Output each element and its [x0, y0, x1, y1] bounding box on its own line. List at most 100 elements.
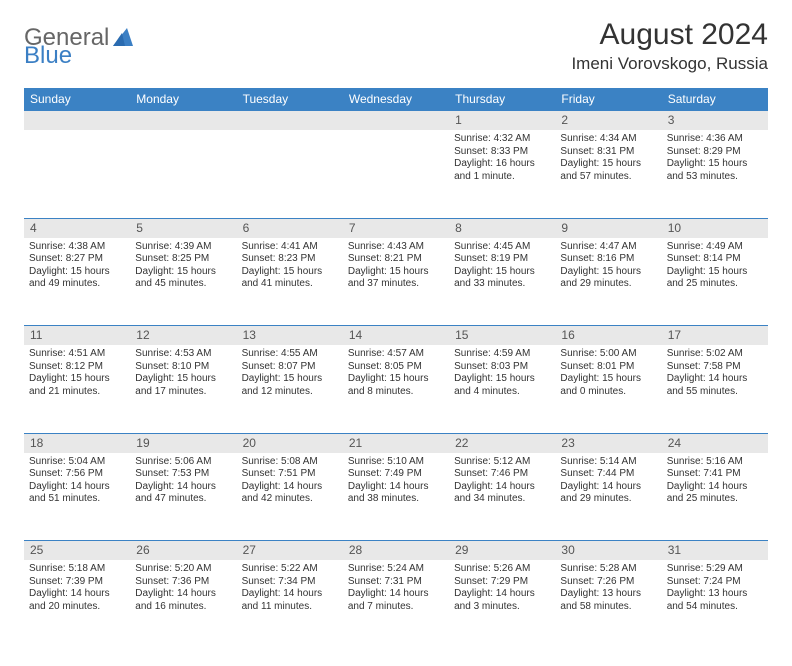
daylight-text: Daylight: 15 hours and 0 minutes. [560, 373, 656, 398]
day-number: 1 [449, 111, 555, 131]
daylight-text: Daylight: 16 hours and 1 minute. [454, 158, 550, 183]
day-cell [130, 130, 236, 218]
weekday-header: Saturday [662, 88, 768, 111]
day-number: 18 [24, 433, 130, 453]
day-number-row: 123 [24, 111, 768, 131]
sunrise-text: Sunrise: 4:34 AM [560, 133, 656, 146]
day-cell: Sunrise: 5:22 AMSunset: 7:34 PMDaylight:… [237, 560, 343, 648]
day-number: 28 [343, 541, 449, 561]
sunrise-text: Sunrise: 4:32 AM [454, 133, 550, 146]
sunrise-text: Sunrise: 5:00 AM [560, 348, 656, 361]
day-cell: Sunrise: 5:20 AMSunset: 7:36 PMDaylight:… [130, 560, 236, 648]
daylight-text: Daylight: 15 hours and 25 minutes. [667, 266, 763, 291]
day-number: 17 [662, 326, 768, 346]
sunrise-text: Sunrise: 5:04 AM [29, 456, 125, 469]
day-number: 10 [662, 218, 768, 238]
day-number: 20 [237, 433, 343, 453]
daylight-text: Daylight: 15 hours and 17 minutes. [135, 373, 231, 398]
day-number: 24 [662, 433, 768, 453]
day-cell: Sunrise: 5:00 AMSunset: 8:01 PMDaylight:… [555, 345, 661, 433]
daylight-text: Daylight: 14 hours and 55 minutes. [667, 373, 763, 398]
day-cell: Sunrise: 5:10 AMSunset: 7:49 PMDaylight:… [343, 453, 449, 541]
day-number: 27 [237, 541, 343, 561]
daylight-text: Daylight: 13 hours and 58 minutes. [560, 588, 656, 613]
sunset-text: Sunset: 8:01 PM [560, 361, 656, 374]
day-number: 15 [449, 326, 555, 346]
day-number: 4 [24, 218, 130, 238]
weekday-header-row: SundayMondayTuesdayWednesdayThursdayFrid… [24, 88, 768, 111]
day-cell: Sunrise: 4:51 AMSunset: 8:12 PMDaylight:… [24, 345, 130, 433]
sunset-text: Sunset: 8:29 PM [667, 146, 763, 159]
day-cell: Sunrise: 4:49 AMSunset: 8:14 PMDaylight:… [662, 238, 768, 326]
sunset-text: Sunset: 7:24 PM [667, 576, 763, 589]
day-detail-row: Sunrise: 4:38 AMSunset: 8:27 PM Daylight:… [24, 238, 768, 326]
sunrise-text: Sunrise: 4:59 AM [454, 348, 550, 361]
sunrise-text: Sunrise: 4:57 AM [348, 348, 444, 361]
day-cell: Sunrise: 4:53 AMSunset: 8:10 PMDaylight:… [130, 345, 236, 433]
sunset-text: Sunset: 8:33 PM [454, 146, 550, 159]
sunrise-text: Sunrise: 5:24 AM [348, 563, 444, 576]
day-number-row: 18192021222324 [24, 433, 768, 453]
day-cell: Sunrise: 4:47 AMSunset: 8:16 PMDaylight:… [555, 238, 661, 326]
sunset-text: Sunset: 8:19 PM [454, 253, 550, 266]
sunset-text: Sunset: 7:46 PM [454, 468, 550, 481]
sunrise-text: Sunrise: 4:38 AM [29, 241, 125, 254]
sunrise-text: Sunrise: 5:12 AM [454, 456, 550, 469]
day-number [24, 111, 130, 131]
day-detail-row: Sunrise: 5:18 AMSunset: 7:39 PMDaylight:… [24, 560, 768, 648]
day-number: 7 [343, 218, 449, 238]
day-cell: Sunrise: 5:08 AMSunset: 7:51 PMDaylight:… [237, 453, 343, 541]
sunset-text: Sunset: 8:07 PM [242, 361, 338, 374]
day-cell [24, 130, 130, 218]
daylight-text: Daylight: 14 hours and 7 minutes. [348, 588, 444, 613]
sunset-text: Sunset: 8:31 PM [560, 146, 656, 159]
sunrise-text: Sunrise: 4:53 AM [135, 348, 231, 361]
daylight-text: Daylight: 13 hours and 54 minutes. [667, 588, 763, 613]
day-cell: Sunrise: 4:45 AMSunset: 8:19 PMDaylight:… [449, 238, 555, 326]
day-number: 30 [555, 541, 661, 561]
sunset-text: Sunset: 8:05 PM [348, 361, 444, 374]
sunrise-text: Sunrise: 5:29 AM [667, 563, 763, 576]
day-cell: Sunrise: 4:36 AMSunset: 8:29 PMDaylight:… [662, 130, 768, 218]
calendar-body: 123Sunrise: 4:32 AMSunset: 8:33 PMDaylig… [24, 111, 768, 649]
sunset-text: Sunset: 7:34 PM [242, 576, 338, 589]
sunset-text: Sunset: 7:56 PM [29, 468, 125, 481]
day-number [237, 111, 343, 131]
day-detail-row: Sunrise: 4:51 AMSunset: 8:12 PMDaylight:… [24, 345, 768, 433]
daylight-text: Daylight: 15 hours and 57 minutes. [560, 158, 656, 183]
daylight-text: Daylight: 14 hours and 3 minutes. [454, 588, 550, 613]
sunrise-text: Sunrise: 5:08 AM [242, 456, 338, 469]
sunset-text: Sunset: 8:27 PM [29, 253, 125, 266]
calendar-page: General August 2024 Imeni Vorovskogo, Ru… [0, 0, 792, 666]
daylight-text: Daylight: 14 hours and 42 minutes. [242, 481, 338, 506]
day-cell: Sunrise: 4:59 AMSunset: 8:03 PMDaylight:… [449, 345, 555, 433]
daylight-text: Daylight: 15 hours and 53 minutes. [667, 158, 763, 183]
day-cell: Sunrise: 4:39 AMSunset: 8:25 PMDaylight:… [130, 238, 236, 326]
day-cell: Sunrise: 5:24 AMSunset: 7:31 PMDaylight:… [343, 560, 449, 648]
day-number: 16 [555, 326, 661, 346]
day-cell: Sunrise: 4:57 AMSunset: 8:05 PMDaylight:… [343, 345, 449, 433]
sunrise-text: Sunrise: 5:28 AM [560, 563, 656, 576]
sunrise-text: Sunrise: 4:45 AM [454, 241, 550, 254]
day-cell: Sunrise: 5:06 AMSunset: 7:53 PMDaylight:… [130, 453, 236, 541]
sunset-text: Sunset: 7:51 PM [242, 468, 338, 481]
daylight-text: Daylight: 15 hours and 8 minutes. [348, 373, 444, 398]
day-number: 31 [662, 541, 768, 561]
sunrise-text: Sunrise: 5:22 AM [242, 563, 338, 576]
daylight-text: Daylight: 14 hours and 29 minutes. [560, 481, 656, 506]
daylight-text: Daylight: 14 hours and 47 minutes. [135, 481, 231, 506]
daylight-text: Daylight: 14 hours and 51 minutes. [29, 481, 125, 506]
sunset-text: Sunset: 8:10 PM [135, 361, 231, 374]
day-number: 8 [449, 218, 555, 238]
logo-blue-line: Blue [24, 42, 72, 70]
day-number-row: 11121314151617 [24, 326, 768, 346]
day-cell: Sunrise: 5:29 AMSunset: 7:24 PMDaylight:… [662, 560, 768, 648]
sunrise-text: Sunrise: 4:55 AM [242, 348, 338, 361]
sunrise-text: Sunrise: 5:10 AM [348, 456, 444, 469]
sunrise-text: Sunrise: 5:02 AM [667, 348, 763, 361]
sunset-text: Sunset: 8:03 PM [454, 361, 550, 374]
daylight-text: Daylight: 14 hours and 16 minutes. [135, 588, 231, 613]
day-number: 12 [130, 326, 236, 346]
day-number: 6 [237, 218, 343, 238]
weekday-header: Tuesday [237, 88, 343, 111]
